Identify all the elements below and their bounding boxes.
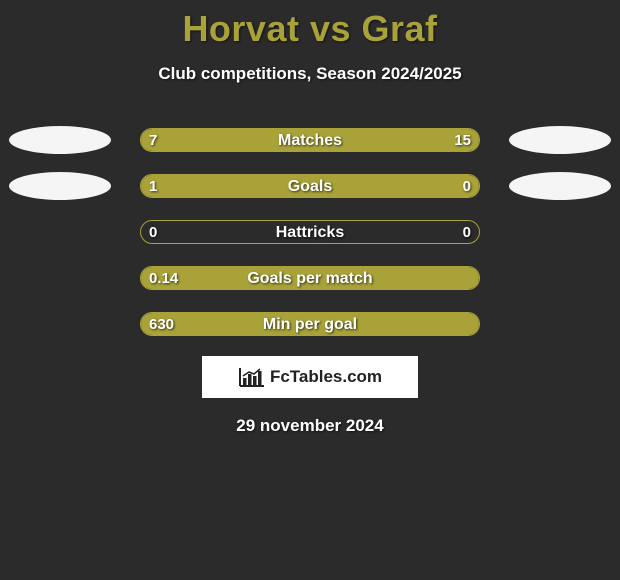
- stat-label: Goals: [141, 175, 479, 198]
- comparison-card: Horvat vs Graf Club competitions, Season…: [0, 0, 620, 580]
- stat-row: 10Goals: [0, 172, 620, 200]
- stat-label: Matches: [141, 129, 479, 152]
- stat-row: 00Hattricks: [0, 218, 620, 246]
- stat-bar: 630Min per goal: [140, 312, 480, 336]
- stat-label: Goals per match: [141, 267, 479, 290]
- stat-bar: 10Goals: [140, 174, 480, 198]
- snapshot-date: 29 november 2024: [0, 416, 620, 436]
- stat-row: 715Matches: [0, 126, 620, 154]
- stat-label: Hattricks: [141, 221, 479, 244]
- page-title: Horvat vs Graf: [0, 0, 620, 50]
- player-avatar-right: [509, 172, 611, 200]
- player-avatar-left: [9, 172, 111, 200]
- stat-bar: 0.14Goals per match: [140, 266, 480, 290]
- brand-text: FcTables.com: [270, 367, 382, 387]
- bar-chart-icon: [238, 366, 266, 388]
- stat-bar: 00Hattricks: [140, 220, 480, 244]
- brand-badge[interactable]: FcTables.com: [202, 356, 418, 398]
- stat-row: 630Min per goal: [0, 310, 620, 338]
- stats-area: 715Matches 10Goals 00Hattricks 0.14Goals pe…: [0, 126, 620, 338]
- player-avatar-left: [9, 126, 111, 154]
- player-avatar-right: [509, 126, 611, 154]
- page-subtitle: Club competitions, Season 2024/2025: [0, 64, 620, 84]
- stat-bar: 715Matches: [140, 128, 480, 152]
- stat-row: 0.14Goals per match: [0, 264, 620, 292]
- stat-label: Min per goal: [141, 313, 479, 336]
